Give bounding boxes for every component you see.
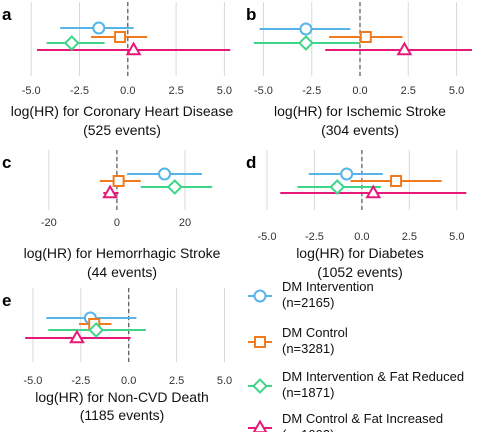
x-tick-label: 5.0: [217, 85, 232, 97]
x-tick-label: -5.0: [257, 231, 276, 243]
legend-series-name: DM Intervention & Fat Reduced: [282, 369, 464, 384]
legend-series-count: (n=2165): [282, 295, 334, 310]
point-estimate-circle: [340, 167, 354, 181]
x-tick-label: -5.0: [22, 85, 41, 97]
point-estimate-diamond: [166, 179, 183, 195]
point-estimate-square: [112, 175, 125, 187]
x-tick-label: 0: [114, 217, 120, 229]
x-tick-label: 2.5: [401, 85, 416, 97]
x-axis-label: log(HR) for Ischemic Stroke: [274, 103, 446, 119]
panel-d: -5.0 -2.5 0.0 2.5 5.0 d log(HR) for Diabetes (1…: [246, 150, 467, 280]
legend-series-name: DM Control & Fat Increased: [282, 411, 443, 426]
x-tick-label: -5.0: [23, 375, 42, 387]
events-label: (1185 events): [80, 407, 165, 423]
point-estimate-circle: [158, 167, 172, 181]
point-estimate-square: [390, 175, 403, 187]
x-axis-label: log(HR) for Coronary Heart Disease: [11, 103, 234, 119]
point-estimate-triangle: [396, 41, 413, 56]
x-tick-label: 0.0: [352, 85, 367, 97]
x-tick-label: -2.5: [70, 85, 89, 97]
legend-series-count: (n=1871): [282, 385, 334, 400]
panel-c: -20 0 20 c log(HR) for Hemorrhagic Stroke (44…: [2, 150, 221, 280]
events-label: (525 events): [83, 122, 161, 138]
x-tick-label: 2.5: [169, 375, 184, 387]
x-tick-label: -2.5: [305, 231, 324, 243]
point-estimate-circle: [92, 21, 106, 35]
point-estimate-triangle: [365, 184, 382, 199]
point-estimate-triangle: [125, 41, 142, 56]
point-estimate-triangle: [69, 329, 85, 344]
legend-item-circle: DM Intervention(n=2165): [248, 279, 374, 310]
point-estimate-diamond: [88, 322, 105, 338]
x-tick-label: 2.5: [402, 231, 417, 243]
point-estimate-square: [359, 31, 372, 43]
legend-series-count: (n=1003): [282, 427, 334, 432]
legend-series-name: DM Intervention: [282, 279, 374, 294]
legend-item-square: DM Control(n=3281): [248, 325, 348, 356]
point-estimate-diamond: [298, 35, 314, 51]
panel-label: c: [2, 153, 11, 172]
x-axis-label: log(HR) for Hemorrhagic Stroke: [24, 245, 221, 261]
panel-label: a: [2, 5, 12, 24]
panel-label: d: [246, 153, 256, 172]
x-tick-label: -2.5: [302, 85, 321, 97]
legend: DM Intervention(n=2165) DM Control(n=3281…: [248, 279, 464, 432]
x-axis-label: log(HR) for Diabetes: [296, 245, 424, 261]
point-estimate-square: [114, 31, 127, 43]
legend-item-diamond: DM Intervention & Fat Reduced(n=1871): [248, 369, 464, 400]
x-tick-label: 5.0: [449, 231, 464, 243]
point-estimate-circle: [299, 22, 313, 36]
legend-series-name: DM Control: [282, 325, 348, 340]
x-tick-label: 5.0: [217, 375, 232, 387]
events-label: (1052 events): [317, 264, 403, 280]
legend-marker-square: [254, 336, 266, 348]
legend-marker-triangle: [252, 419, 268, 432]
x-tick-label: 0.0: [120, 85, 135, 97]
events-label: (304 events): [321, 122, 399, 138]
x-tick-label: 20: [179, 217, 191, 229]
x-tick-label: 0.0: [121, 375, 136, 387]
legend-item-triangle: DM Control & Fat Increased(n=1003): [248, 411, 443, 432]
panel-a: -5.0 -2.5 0.0 2.5 5.0 a log(HR) for Coronary H…: [2, 2, 233, 138]
x-tick-label: 2.5: [168, 85, 183, 97]
legend-series-count: (n=3281): [282, 341, 334, 356]
x-tick-label: 0.0: [354, 231, 369, 243]
x-tick-label: -2.5: [71, 375, 90, 387]
panel-b: -5.0 -2.5 0.0 2.5 5.0 b log(HR) for Ischemic S…: [246, 2, 472, 138]
events-label: (44 events): [87, 264, 157, 280]
legend-marker-circle: [253, 289, 267, 303]
x-axis-label: log(HR) for Non-CVD Death: [35, 389, 209, 405]
panel-label: b: [246, 5, 256, 24]
x-tick-label: -20: [41, 217, 57, 229]
point-estimate-triangle: [102, 184, 118, 199]
panel-e: -5.0 -2.5 0.0 2.5 5.0 e log(HR) for Non-CVD De…: [2, 288, 232, 423]
point-estimate-diamond: [329, 179, 346, 195]
legend-marker-diamond: [252, 378, 268, 394]
panel-label: e: [2, 291, 11, 310]
x-tick-label: 5.0: [449, 85, 464, 97]
point-estimate-diamond: [63, 35, 80, 51]
x-tick-label: -5.0: [254, 85, 273, 97]
